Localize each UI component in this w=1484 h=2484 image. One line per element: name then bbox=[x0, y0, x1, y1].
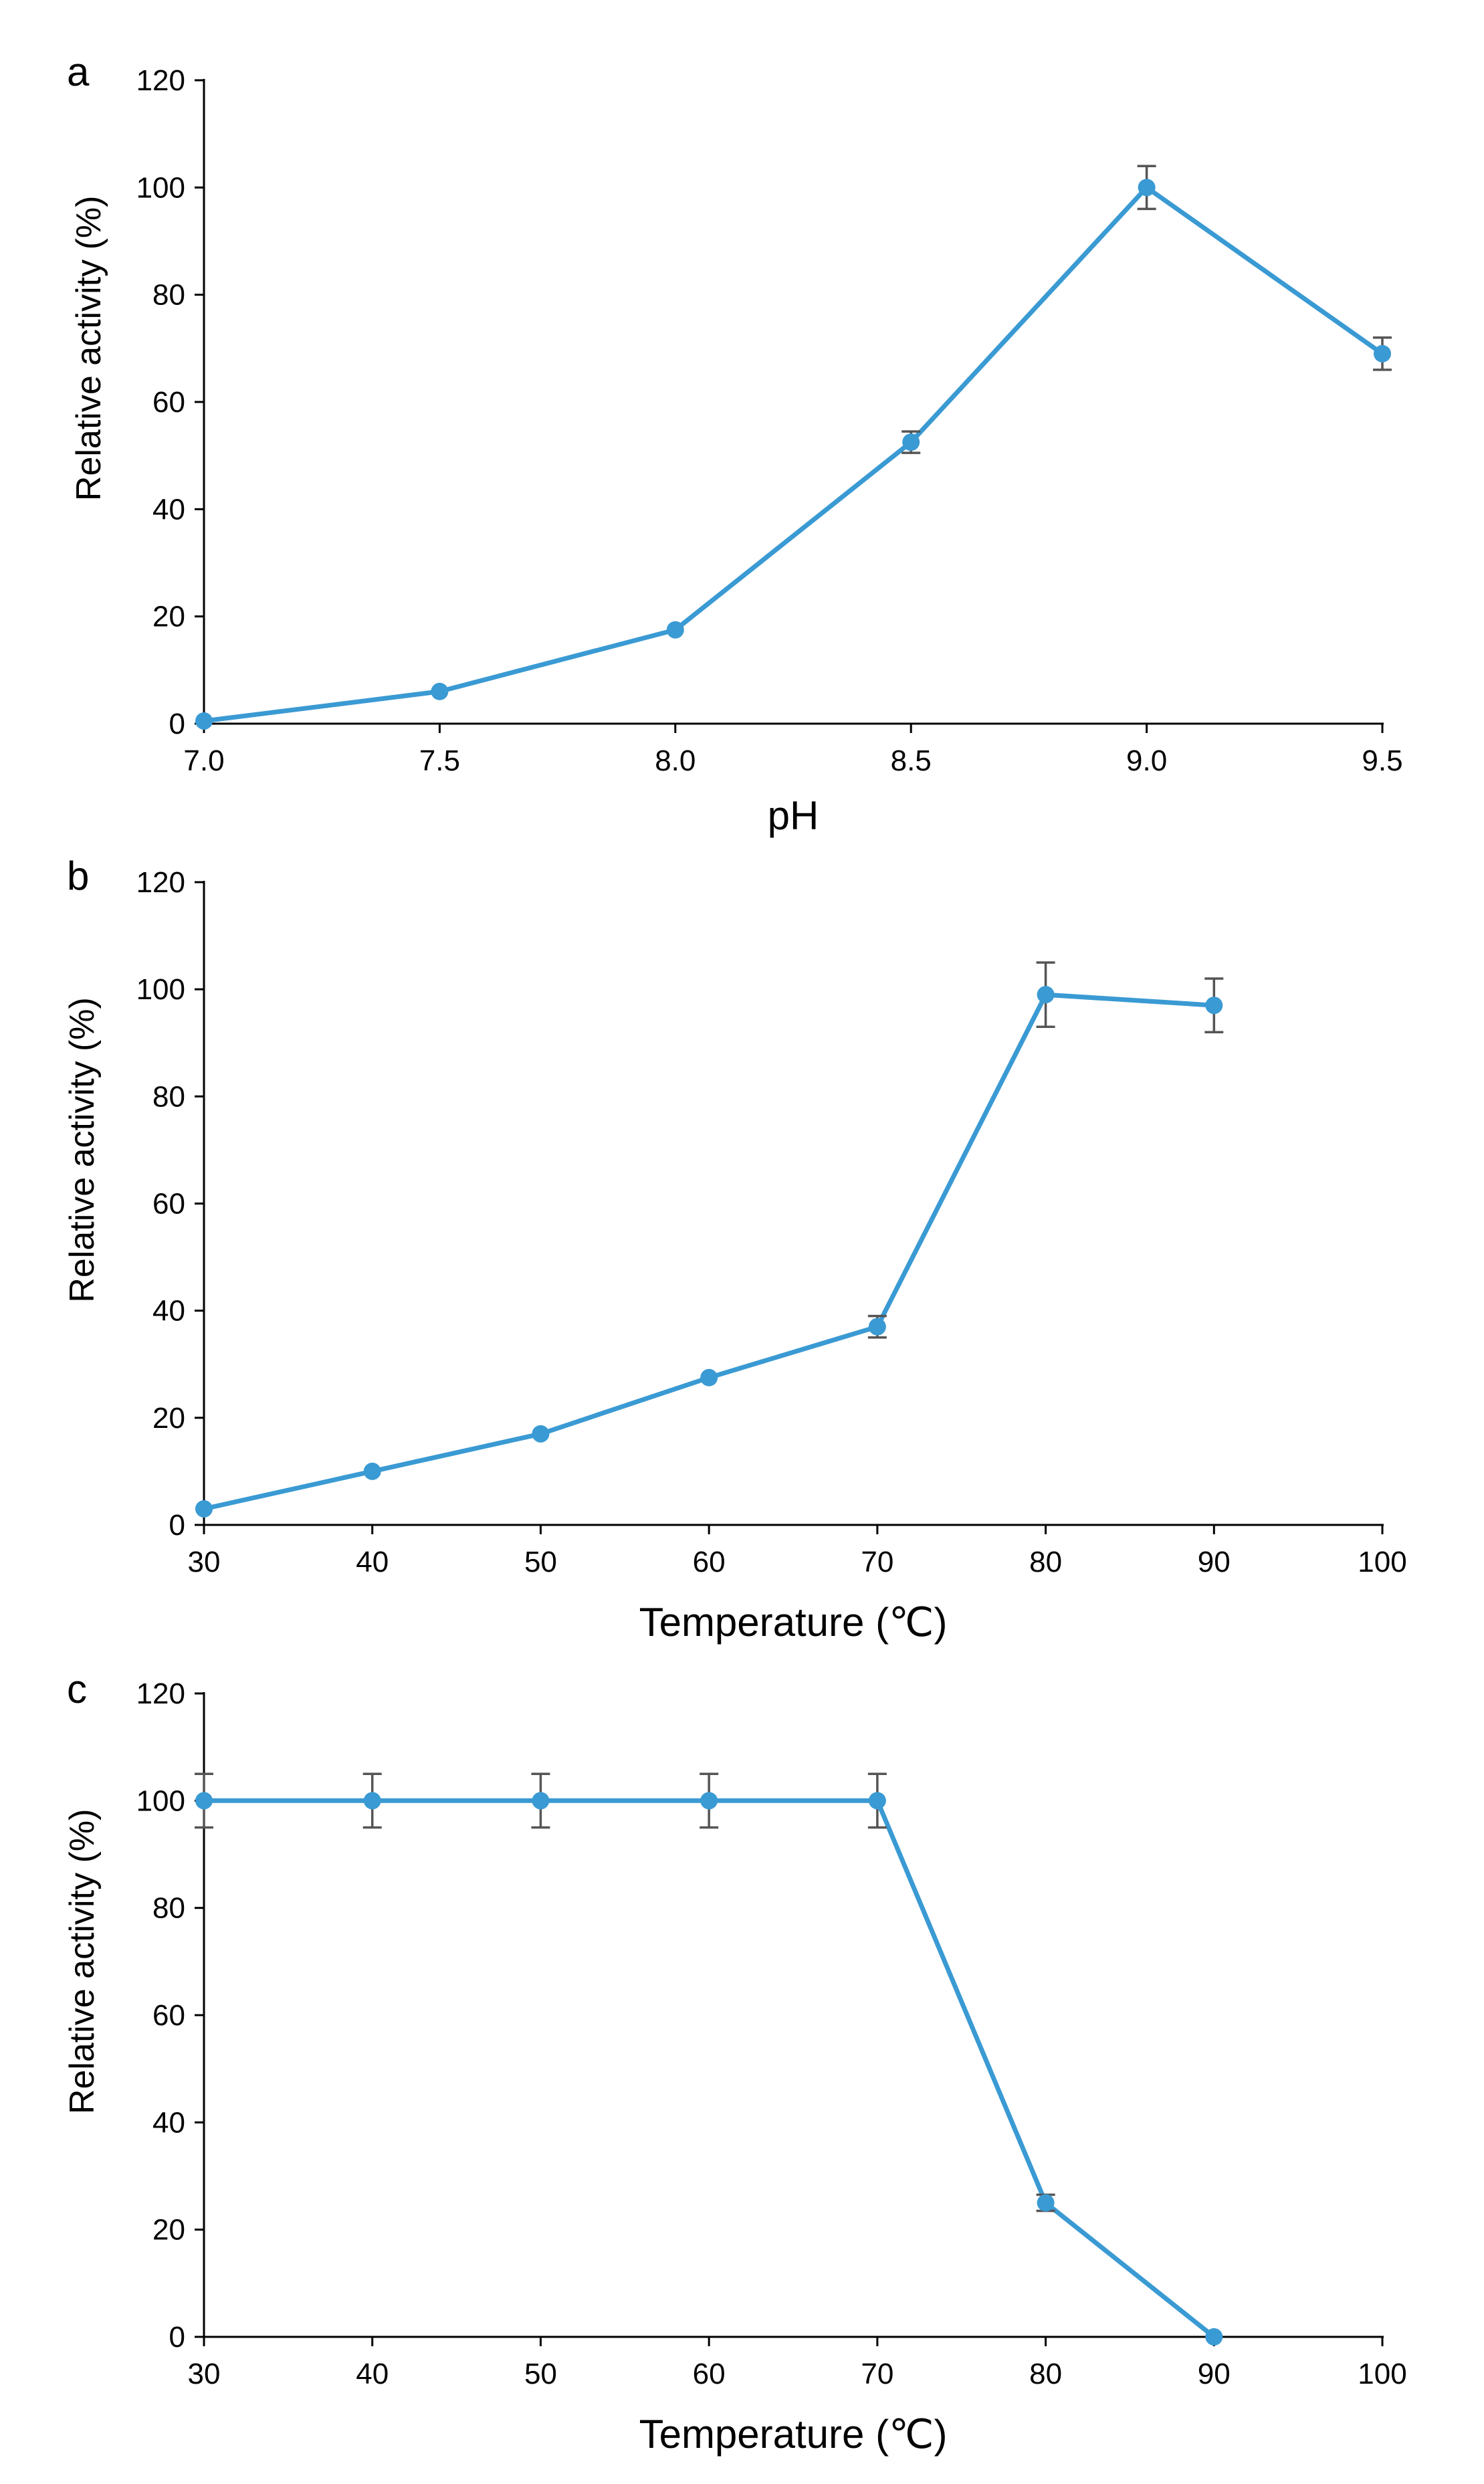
y-tick-label: 80 bbox=[152, 1080, 185, 1113]
y-axis-title: Relative activity (%) bbox=[70, 196, 108, 502]
y-tick-label: 40 bbox=[152, 493, 185, 526]
chart-panel-a: a 0 20 40 60 80 100 120 7.0 7.5 8.0 8.5 9.0 9.5 pH Rela… bbox=[67, 49, 1403, 838]
y-tick-label: 80 bbox=[152, 279, 185, 312]
data-point bbox=[1205, 997, 1223, 1015]
x-tick-label: 7.0 bbox=[183, 744, 224, 777]
x-tick-label: 8.5 bbox=[891, 744, 932, 777]
data-point bbox=[431, 682, 449, 700]
x-tick-label: 9.0 bbox=[1126, 744, 1167, 777]
x-tick-label: 50 bbox=[524, 2358, 557, 2390]
data-point bbox=[532, 1792, 550, 1810]
y-tick-label: 120 bbox=[136, 64, 185, 97]
x-axis-title: Temperature (℃) bbox=[639, 1600, 948, 1645]
data-point bbox=[700, 1792, 718, 1810]
x-axis-title: Temperature (℃) bbox=[639, 2412, 948, 2457]
x-tick-label: 40 bbox=[356, 1546, 389, 1578]
chart-panel-c: c 0 20 40 60 80 100 120 30 40 50 60 70 80 90 100 Tempera… bbox=[63, 1667, 1407, 2457]
data-point bbox=[1205, 2328, 1223, 2346]
data-point bbox=[700, 1368, 718, 1386]
y-tick-label: 40 bbox=[152, 1295, 185, 1328]
y-tick-label: 0 bbox=[169, 708, 185, 740]
data-point bbox=[1037, 986, 1055, 1004]
x-tick-label: 100 bbox=[1358, 2358, 1406, 2390]
y-tick-label: 0 bbox=[169, 2321, 185, 2354]
x-tick-label: 9.5 bbox=[1362, 744, 1402, 777]
x-tick-label: 90 bbox=[1198, 2358, 1231, 2390]
data-point bbox=[532, 1425, 550, 1443]
x-tick-label: 70 bbox=[861, 2358, 893, 2390]
series-line bbox=[203, 992, 1214, 1512]
y-tick-label: 80 bbox=[152, 1892, 185, 1925]
chart-panel-b: b 0 20 40 60 80 100 120 30 40 50 60 70 80 90 100 Tempera… bbox=[63, 853, 1407, 1645]
y-tick-label: 60 bbox=[152, 386, 185, 419]
data-point bbox=[1037, 2194, 1055, 2212]
y-tick-label: 100 bbox=[136, 171, 185, 204]
data-point bbox=[195, 1792, 213, 1810]
data-point bbox=[666, 621, 684, 639]
y-axis-title: Relative activity (%) bbox=[63, 997, 102, 1303]
y-axis-title: Relative activity (%) bbox=[63, 1809, 102, 2115]
y-tick-label: 20 bbox=[152, 1402, 185, 1435]
series-line bbox=[204, 1798, 1216, 2339]
data-point bbox=[195, 1499, 213, 1518]
x-tick-label: 30 bbox=[188, 2358, 221, 2390]
x-axis-title: pH bbox=[768, 793, 819, 838]
y-tick-label: 0 bbox=[169, 1509, 185, 1542]
data-point bbox=[363, 1792, 381, 1810]
x-tick-label: 90 bbox=[1198, 1546, 1231, 1578]
x-tick-label: 30 bbox=[188, 1546, 221, 1578]
y-tick-label: 20 bbox=[152, 2214, 185, 2247]
y-tick-label: 20 bbox=[152, 601, 185, 633]
data-point bbox=[195, 712, 213, 730]
data-point bbox=[1138, 179, 1156, 197]
x-tick-label: 7.5 bbox=[419, 744, 460, 777]
x-tick-label: 40 bbox=[356, 2358, 389, 2390]
y-tick-label: 60 bbox=[152, 1188, 185, 1221]
x-tick-label: 80 bbox=[1029, 2358, 1062, 2390]
panel-label: c bbox=[67, 1667, 87, 1712]
y-tick-label: 120 bbox=[136, 866, 185, 899]
y-tick-label: 120 bbox=[136, 1677, 185, 1710]
x-tick-label: 100 bbox=[1358, 1546, 1406, 1578]
panel-label: b bbox=[67, 853, 89, 898]
x-tick-label: 70 bbox=[861, 1546, 893, 1578]
data-point bbox=[902, 433, 920, 451]
x-tick-label: 80 bbox=[1029, 1546, 1062, 1578]
data-point bbox=[868, 1792, 886, 1810]
y-tick-label: 40 bbox=[152, 2106, 185, 2139]
y-tick-label: 100 bbox=[136, 973, 185, 1006]
y-tick-label: 60 bbox=[152, 1999, 185, 2032]
data-point bbox=[868, 1318, 886, 1336]
x-tick-label: 8.0 bbox=[655, 744, 696, 777]
x-tick-label: 60 bbox=[693, 1546, 726, 1578]
data-point bbox=[1374, 344, 1391, 363]
x-tick-label: 50 bbox=[524, 1546, 557, 1578]
panel-label: a bbox=[67, 49, 90, 94]
data-point bbox=[363, 1462, 381, 1480]
series-line bbox=[203, 185, 1384, 724]
x-tick-label: 60 bbox=[693, 2358, 726, 2390]
y-tick-label: 100 bbox=[136, 1784, 185, 1817]
